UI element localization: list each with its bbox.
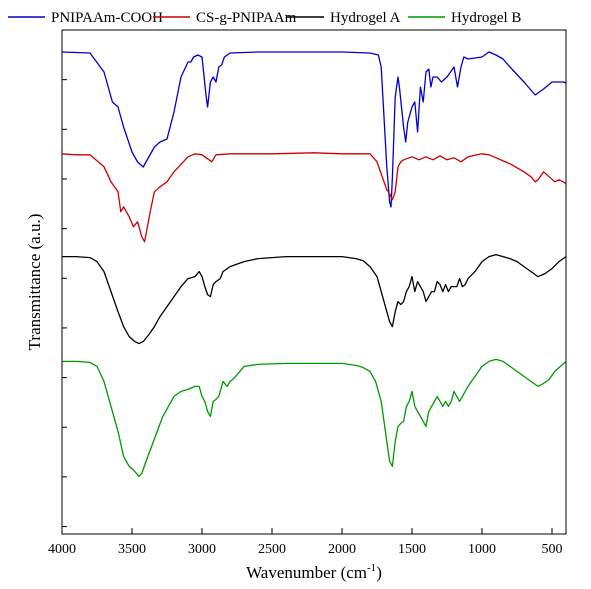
x-tick-label: 500 [542, 542, 563, 557]
series-layer [61, 51, 567, 478]
series-line-3 [62, 253, 567, 345]
x-axis-label-end: ) [376, 563, 382, 582]
x-axis-label-superscript: -1 [367, 562, 376, 574]
x-axis-label: Wavenumber (cm-1) [246, 562, 382, 582]
x-axis-ticks: 4000 3500 3000 2500 2000 1500 1000 500 [48, 528, 563, 557]
x-tick-label: 2500 [258, 542, 286, 557]
legend-label-2: CS-g-PNIPAAm [196, 10, 297, 26]
legend-label-4: Hydrogel B [451, 10, 521, 26]
x-tick-label: 3000 [188, 542, 216, 557]
series-line-1 [61, 51, 567, 208]
x-tick-label: 3500 [118, 542, 146, 557]
legend-label-3: Hydrogel A [330, 10, 401, 26]
legend-label-1: PNIPAAm-COOH [51, 10, 163, 26]
x-tick-label: 4000 [48, 542, 76, 557]
series-line-2 [61, 152, 567, 243]
series-line-4 [62, 358, 567, 478]
x-tick-label: 1000 [468, 542, 496, 557]
x-tick-label: 2000 [328, 542, 356, 557]
chart-legend: PNIPAAm-COOH CS-g-PNIPAAm Hydrogel A Hydrog… [8, 10, 521, 26]
x-tick-label: 1500 [398, 542, 426, 557]
plot-area-frame [61, 29, 567, 535]
y-axis-label: Transmittance (a.u.) [25, 214, 44, 351]
y-axis-ticks [62, 79, 67, 528]
